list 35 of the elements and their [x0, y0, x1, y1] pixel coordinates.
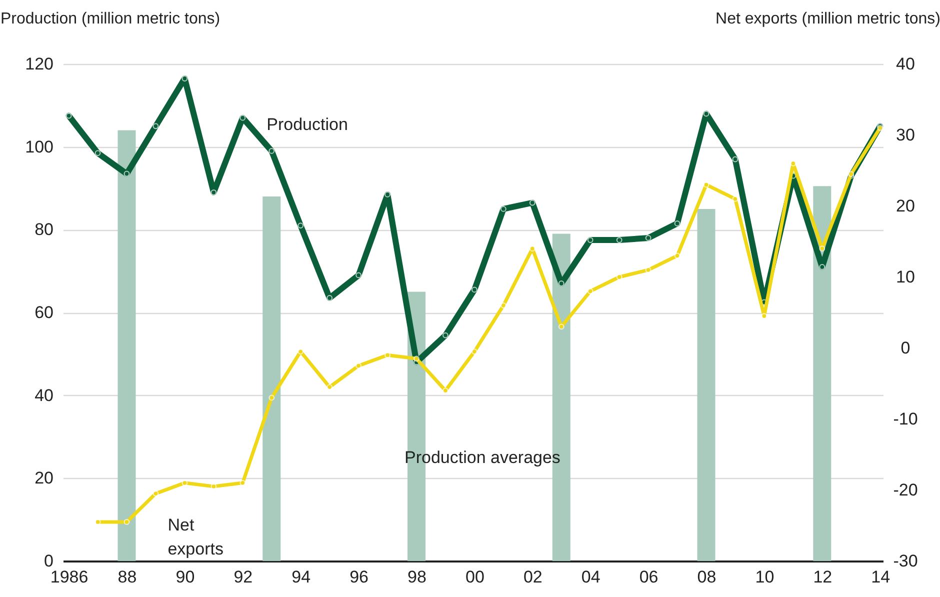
y2-tick-label: 40 — [896, 54, 915, 74]
y-tick-label: 80 — [34, 220, 54, 240]
y2-tick-label: -20 — [893, 480, 918, 500]
x-tick-label: 94 — [292, 568, 311, 586]
y2-tick-label: 0 — [900, 338, 910, 358]
y-tick-label: 40 — [34, 386, 54, 405]
y-tick-label: 20 — [34, 468, 54, 488]
y2-tick-label: 20 — [896, 196, 915, 216]
x-tick-label: 92 — [234, 568, 253, 586]
x-tick-label: 98 — [408, 568, 426, 586]
y-axis-title: Production (million metric tons) — [0, 10, 220, 28]
y-tick-label: 60 — [34, 303, 54, 322]
x-tick-label: 1986 — [50, 568, 88, 586]
x-tick-label: 14 — [871, 568, 890, 586]
x-tick-label: 10 — [755, 568, 774, 586]
x-tick-label: 96 — [350, 568, 369, 586]
y-tick-label: 120 — [25, 54, 54, 74]
y-tick-label: 0 — [44, 552, 54, 570]
x-tick-label: 88 — [118, 568, 137, 586]
x-tick-label: 04 — [581, 568, 600, 586]
y-tick-label: 100 — [25, 137, 54, 156]
x-tick-label: 90 — [176, 568, 195, 586]
x-tick-label: 00 — [465, 568, 484, 586]
y2-tick-label: 30 — [896, 126, 915, 144]
series-label: Production averages — [404, 448, 560, 467]
x-tick-label: 06 — [639, 568, 658, 586]
x-tick-label: 08 — [697, 568, 716, 586]
y2-tick-label: 10 — [896, 268, 915, 286]
y2-tick-label: -30 — [893, 552, 918, 570]
series-label: Production — [266, 114, 348, 134]
x-tick-label: 02 — [523, 568, 542, 586]
y2-axis-title: Net exports (million metric tons) — [716, 10, 940, 28]
series-label: Net exports — [168, 516, 224, 559]
y2-tick-label: -10 — [893, 410, 918, 428]
x-tick-label: 12 — [813, 568, 832, 586]
